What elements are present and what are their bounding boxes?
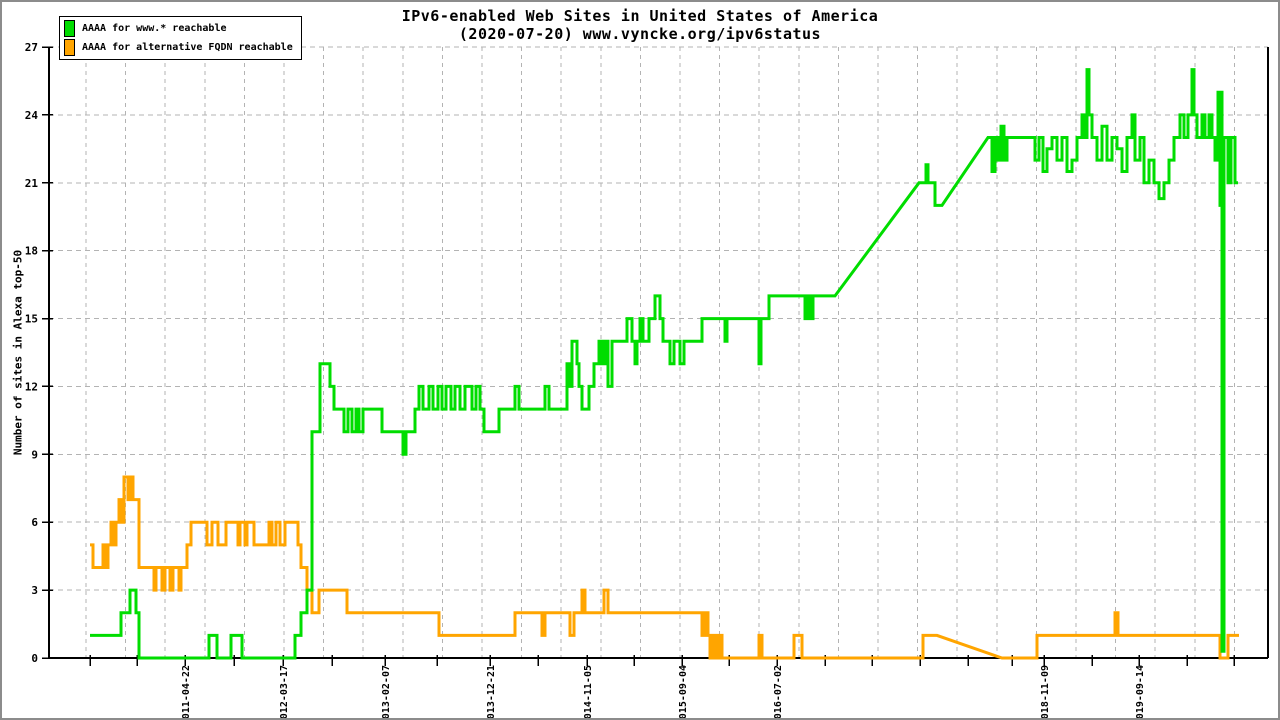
x-tick-label: 2016-07-02 [773,665,784,720]
x-tick-label: 2011-04-22 [181,665,192,720]
legend-box: AAAA for www.* reachable AAAA for altern… [59,16,302,60]
chart-title-line2: (2020-07-20) www.vyncke.org/ipv6status [458,25,822,43]
y-tick-label: 21 [25,177,39,190]
x-tick-label: 2015-09-04 [678,665,689,720]
y-tick-label: 6 [31,516,38,529]
legend-swatch-green [64,20,75,37]
y-axis-title: Number of sites in Alexa top-50 [11,249,25,456]
x-tick-label: 2019-09-14 [1135,665,1146,720]
legend-row-fqdn: AAAA for alternative FQDN reachable [64,38,293,57]
y-tick-label: 0 [31,652,38,665]
legend-row-www: AAAA for www.* reachable [64,19,293,38]
y-tick-label: 27 [25,41,38,54]
legend-swatch-orange [64,39,75,56]
x-tick-label: 2012-03-17 [279,665,290,720]
y-tick-label: 12 [25,380,38,393]
x-tick-label: 2013-12-21 [486,665,497,720]
y-tick-label: 3 [31,584,38,597]
y-tick-label: 15 [25,313,38,326]
series-orange-line [90,475,1239,660]
x-tick-label: 2014-11-05 [583,665,594,720]
y-tick-label: 18 [25,245,38,258]
series-green-line [90,68,1238,660]
legend-label-fqdn: AAAA for alternative FQDN reachable [82,42,293,53]
chart-title-line1: IPv6-enabled Web Sites in United States … [401,7,879,25]
x-tick-label: 2013-02-07 [381,665,392,720]
y-tick-label: 24 [25,109,39,122]
chart-title: IPv6-enabled Web Sites in United States … [2,7,1278,43]
legend-label-www: AAAA for www.* reachable [82,23,227,34]
y-tick-label: 9 [31,448,38,461]
x-tick-label: 2018-11-09 [1040,665,1051,720]
